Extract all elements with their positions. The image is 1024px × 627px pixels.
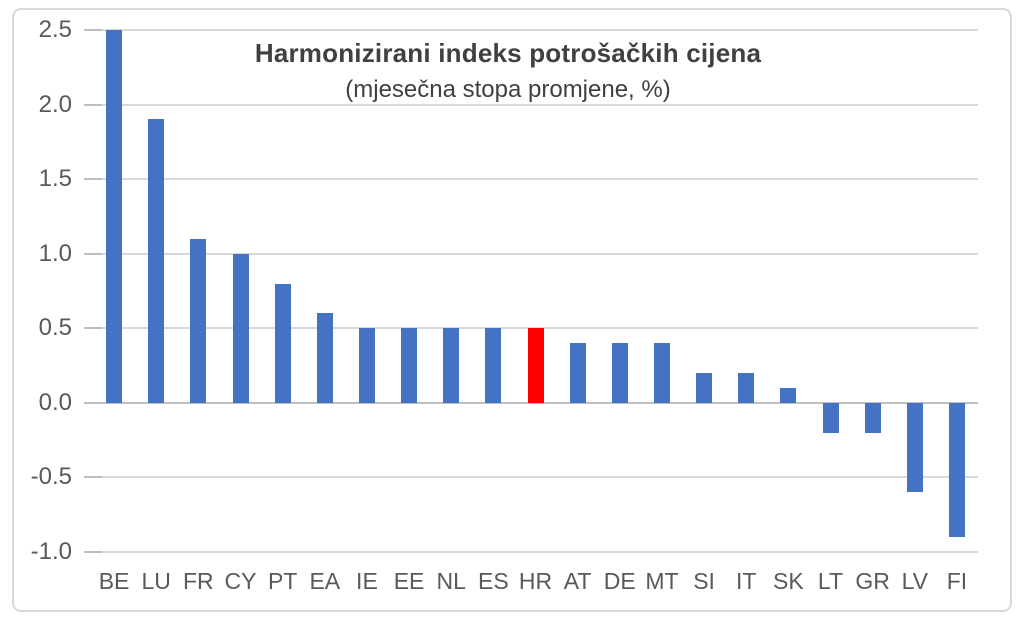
x-tick-label: NL [436,568,466,594]
bar-LT [822,402,839,433]
x-tick-label: SK [773,568,804,594]
y-axis-tick [84,178,102,181]
bar-HR [527,328,544,403]
gridline [93,252,978,255]
chart-title: Harmonizirani indeks potrošačkih cijena [254,38,762,68]
x-tick-label: ES [478,568,509,594]
y-axis-tick [84,327,102,330]
bar-LV [906,402,923,493]
y-axis-tick [84,401,102,404]
x-tick-label: LU [141,568,171,594]
x-tick-label: IE [356,568,378,594]
y-axis-tick [84,252,102,255]
y-tick-label: 0.5 [38,314,72,342]
bar-EA [316,313,333,403]
chart-frame [12,8,1012,612]
bar-PT [274,283,291,403]
bar-ES [485,328,502,403]
y-tick-label: -1.0 [30,538,72,565]
x-tick-label: HR [518,568,553,594]
bar-SI [696,373,713,403]
x-tick-label: GR [855,568,890,594]
y-axis-tick [84,29,102,31]
bar-FI [948,402,965,538]
y-axis-tick [84,551,102,553]
x-tick-label: AT [563,568,592,594]
y-axis-tick [84,476,102,479]
x-tick-label: EE [393,568,425,594]
x-tick-label: LV [901,568,928,594]
y-tick-label: 0.0 [38,388,72,416]
gridline [93,401,978,404]
bar-FR [190,238,207,403]
bar-EE [401,328,418,403]
bar-DE [611,343,628,403]
bar-LU [148,119,165,403]
bar-CY [232,253,249,403]
y-tick-label: 1.5 [38,165,72,193]
x-tick-label: CY [224,568,257,594]
chart-subtitle: (mjesečna stopa promjene, %) [345,76,671,103]
bar-SK [780,387,797,403]
bar-NL [443,328,460,403]
x-tick-label: DE [603,568,636,594]
x-tick-label: SI [693,568,715,594]
gridline [93,476,978,479]
gridline [93,178,978,181]
bar-GR [864,402,881,433]
x-tick-label: BE [98,568,130,594]
x-tick-label: FI [946,568,968,594]
bar-AT [569,343,586,403]
x-tick-label: FR [183,568,214,594]
bar-BE [106,30,123,403]
bar-MT [653,343,670,403]
y-tick-label: 2.5 [38,16,72,43]
x-tick-label: LT [817,568,844,594]
gridline [93,551,978,553]
x-tick-label: PT [267,568,298,594]
x-tick-label: MT [645,568,679,594]
y-axis-tick [84,103,102,106]
x-tick-label: EA [309,568,341,594]
bar-IT [738,373,755,403]
gridline [93,29,978,31]
y-tick-label: -0.5 [30,463,72,491]
gridline [93,103,978,106]
y-tick-label: 1.0 [38,239,72,267]
bar-IE [358,328,375,403]
y-tick-label: 2.0 [38,90,72,118]
x-tick-label: IT [735,568,757,594]
